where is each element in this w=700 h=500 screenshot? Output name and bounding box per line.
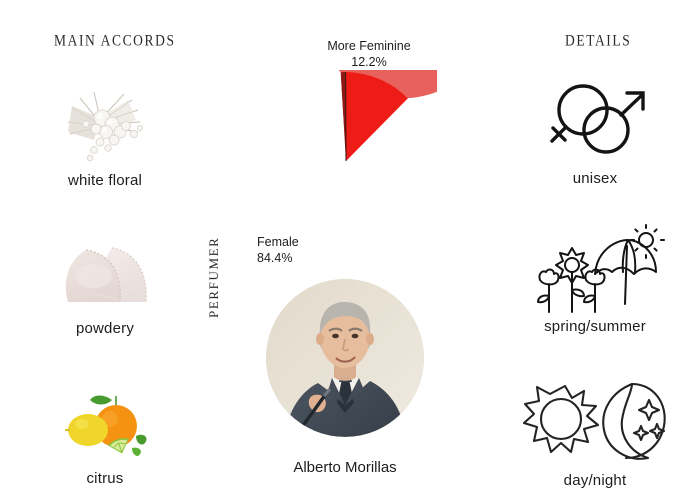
pie-label-more-feminine: More Feminine 12.2%: [299, 38, 439, 70]
detail-item-day-night[interactable]: day/night: [490, 378, 700, 489]
pie-label-more-feminine-name: More Feminine: [327, 39, 411, 53]
details-header: DETAILS: [565, 31, 632, 50]
detail-label: spring/summer: [544, 318, 646, 335]
pie-label-female-name: Female: [257, 235, 299, 249]
detail-item-unisex[interactable]: unisex: [490, 76, 700, 187]
accord-item-powdery[interactable]: powdery: [0, 236, 210, 337]
time-day-night-icon: [520, 378, 670, 470]
gender-pie-chart: More Feminine 12.2% Female 84.4%: [247, 38, 447, 268]
pie-slices: [338, 70, 437, 162]
main-accords-header: MAIN ACCORDS: [54, 31, 176, 50]
perfumer-header: PERFUMER: [206, 236, 221, 318]
accord-label: powdery: [75, 320, 135, 337]
detail-label: unisex: [572, 170, 618, 187]
accord-item-white-floral[interactable]: white floral: [0, 88, 210, 189]
powdery-image: [50, 236, 160, 314]
accord-label: citrus: [86, 470, 124, 487]
white-floral-image: [50, 88, 160, 166]
detail-label: day/night: [563, 472, 627, 489]
perfumer-portrait[interactable]: [266, 279, 424, 437]
pie-label-female: Female 84.4%: [257, 234, 387, 266]
gender-unisex-icon: [520, 76, 670, 168]
season-spring-summer-icon: [520, 224, 670, 316]
accord-item-citrus[interactable]: citrus: [0, 386, 210, 487]
citrus-image: [50, 386, 160, 464]
pie-label-more-feminine-percent: 12.2%: [351, 55, 387, 69]
perfumer-name: Alberto Morillas: [293, 459, 397, 476]
accord-label: white floral: [67, 172, 143, 189]
pie-label-female-percent: 84.4%: [257, 251, 293, 265]
pie-slice-more-feminine: [346, 72, 408, 161]
detail-item-spring-summer[interactable]: spring/summer: [490, 224, 700, 335]
pie-slice-more-masculine: [340, 72, 346, 161]
